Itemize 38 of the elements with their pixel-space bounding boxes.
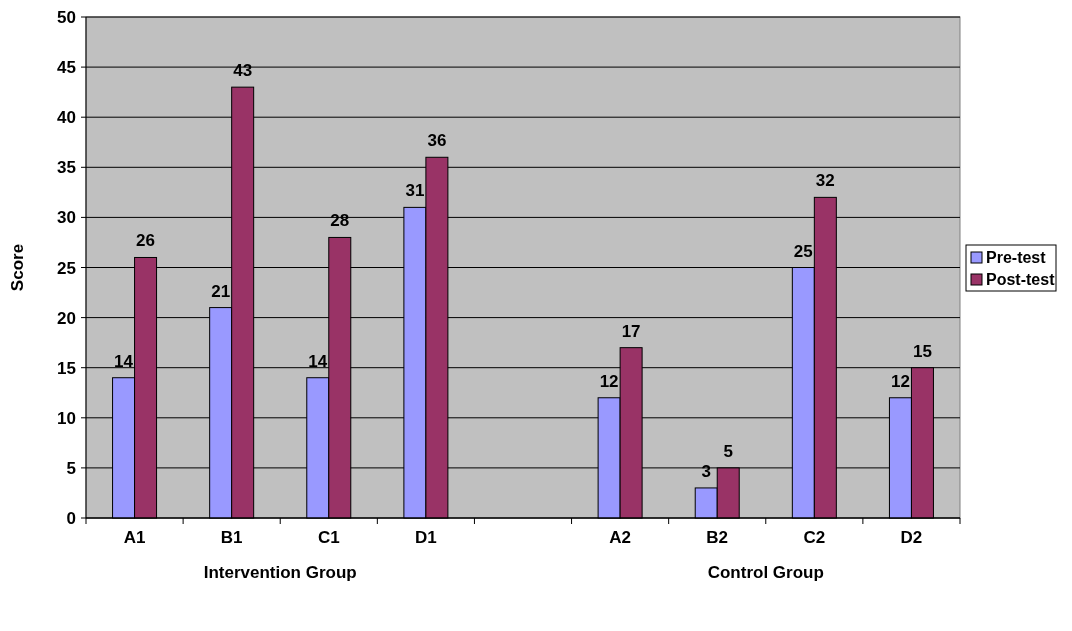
x-tick-label: B1 [220,528,243,547]
x-tick-label: D2 [900,528,923,547]
y-tick-label: 0 [66,509,76,528]
x-tick-label: A2 [609,528,631,547]
data-label: 25 [793,241,813,261]
legend-label: Post-test [986,271,1056,288]
y-tick-label: 40 [57,108,76,128]
data-label: 26 [136,231,156,251]
data-label: 15 [912,341,932,361]
y-tick-label: 50 [57,8,76,27]
data-label: 21 [211,281,231,301]
y-tick-label: 30 [57,208,76,228]
y-tick-label: 15 [57,358,76,378]
data-label: 3 [701,461,711,481]
y-tick-label: 35 [57,158,76,178]
data-label: 14 [308,351,328,371]
data-label: 5 [723,441,733,461]
data-label: 17 [621,321,641,341]
data-label: 12 [890,371,910,391]
y-tick-label: 5 [66,458,76,478]
x-tick-label: D1 [415,528,437,547]
data-label: 14 [114,351,134,371]
y-tick-label: 10 [57,408,76,428]
y-tick-label: 45 [57,58,76,78]
y-axis-title: Score [8,243,27,292]
legend-label: Pre-test [986,249,1047,266]
data-label: 12 [599,371,619,391]
data-label: 32 [815,171,835,191]
y-tick-label: 25 [57,258,76,278]
x-tick-label: A1 [123,528,146,547]
x-tick-label: C1 [317,528,340,547]
text: Intervention Group [203,563,357,582]
data-label: 31 [405,181,425,201]
x-tick-label: C2 [803,528,826,547]
x-tick-label: B2 [706,528,729,547]
data-label: 36 [427,131,447,151]
text: Control Group [707,563,824,582]
y-tick-label: 20 [57,308,76,328]
